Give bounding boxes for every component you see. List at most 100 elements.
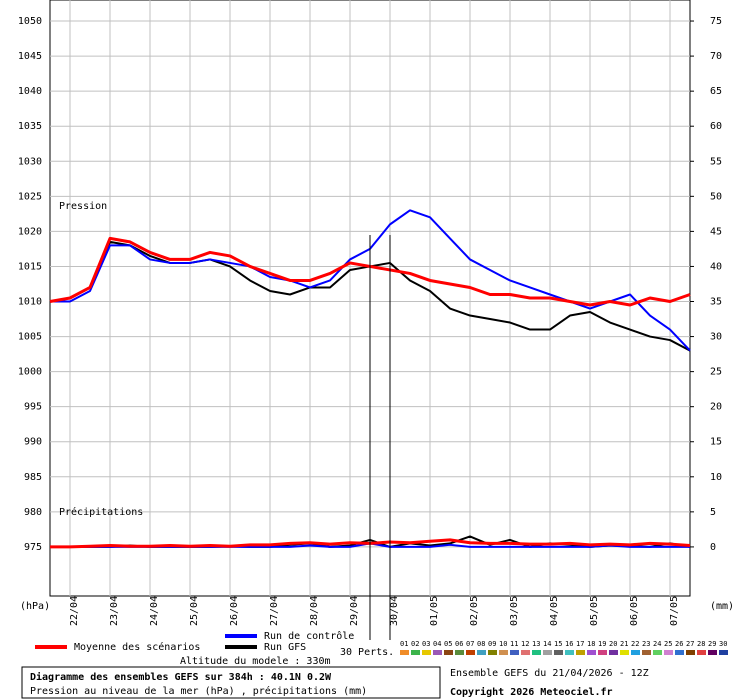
member-swatch: [565, 650, 574, 655]
x-tick-label: 23/04: [109, 596, 120, 626]
x-tick-label: 22/04: [69, 596, 80, 626]
member-label: 28: [697, 640, 705, 648]
y-tick-label: 975: [24, 542, 42, 553]
member-swatch: [686, 650, 695, 655]
member-label: 21: [620, 640, 628, 648]
member-swatch: [477, 650, 486, 655]
member-swatch: [455, 650, 464, 655]
x-tick-label: 28/04: [309, 596, 320, 626]
y-tick-label: 1005: [18, 332, 42, 343]
copyright: Copyright 2026 Meteociel.fr: [450, 686, 613, 698]
member-swatch: [521, 650, 530, 655]
member-label: 30: [719, 640, 727, 648]
member-label: 02: [411, 640, 419, 648]
member-swatch: [697, 650, 706, 655]
y-tick-label: 1035: [18, 121, 42, 132]
legend-label: Run de contrôle: [264, 630, 354, 642]
y2-tick-label: 55: [710, 156, 722, 167]
members-label: 30 Perts.: [340, 647, 394, 658]
y-tick-label: 980: [24, 507, 42, 518]
member-swatch: [587, 650, 596, 655]
y-tick-label: 1025: [18, 191, 42, 202]
member-swatch: [499, 650, 508, 655]
y2-tick-label: 15: [710, 437, 722, 448]
y2-axis-label: (mm): [710, 601, 734, 612]
x-tick-label: 26/04: [229, 596, 240, 626]
run-info: Ensemble GEFS du 21/04/2026 - 12Z: [450, 668, 649, 679]
member-swatch: [598, 650, 607, 655]
y2-tick-label: 60: [710, 121, 722, 132]
y-tick-label: 1000: [18, 367, 42, 378]
member-swatch: [576, 650, 585, 655]
title-box: [21, 666, 441, 699]
y2-tick-label: 40: [710, 261, 722, 272]
y-tick-label: 1050: [18, 16, 42, 27]
member-swatch: [532, 650, 541, 655]
y2-tick-label: 0: [710, 542, 716, 553]
member-label: 26: [675, 640, 683, 648]
member-label: 06: [455, 640, 463, 648]
member-label: 08: [477, 640, 485, 648]
y-tick-label: 990: [24, 437, 42, 448]
x-tick-label: 06/05: [629, 596, 640, 626]
member-label: 09: [488, 640, 496, 648]
y2-tick-label: 65: [710, 86, 722, 97]
member-swatch: [444, 650, 453, 655]
y2-tick-label: 50: [710, 191, 722, 202]
x-tick-label: 25/04: [189, 596, 200, 626]
member-label: 05: [444, 640, 452, 648]
y2-tick-label: 5: [710, 507, 716, 518]
x-tick-label: 27/04: [269, 596, 280, 626]
y-tick-label: 1045: [18, 51, 42, 62]
member-swatch: [488, 650, 497, 655]
member-label: 19: [598, 640, 606, 648]
member-label: 27: [686, 640, 694, 648]
member-label: 12: [521, 640, 529, 648]
y2-tick-label: 20: [710, 402, 722, 413]
member-label: 11: [510, 640, 518, 648]
member-swatch: [719, 650, 728, 655]
y2-tick-label: 45: [710, 226, 722, 237]
x-tick-label: 29/04: [349, 596, 360, 626]
member-swatch: [466, 650, 475, 655]
pressure-label: Pression: [59, 201, 107, 212]
y-tick-label: 1040: [18, 86, 42, 97]
member-label: 22: [631, 640, 639, 648]
y2-tick-label: 35: [710, 297, 722, 308]
member-swatch: [620, 650, 629, 655]
member-swatch: [411, 650, 420, 655]
x-tick-label: 04/05: [549, 596, 560, 626]
y-tick-label: 1020: [18, 226, 42, 237]
member-swatch: [554, 650, 563, 655]
member-swatch: [422, 650, 431, 655]
member-label: 25: [664, 640, 672, 648]
x-tick-label: 30/04: [389, 596, 400, 626]
member-swatch: [543, 650, 552, 655]
member-swatch: [609, 650, 618, 655]
y2-tick-label: 70: [710, 51, 722, 62]
member-label: 20: [609, 640, 617, 648]
member-label: 24: [653, 640, 661, 648]
altitude: Altitude du modele : 330m: [180, 656, 331, 667]
y-axis-label: (hPa): [20, 601, 50, 612]
member-label: 10: [499, 640, 507, 648]
member-label: 14: [543, 640, 551, 648]
y2-tick-label: 10: [710, 472, 722, 483]
member-swatch: [510, 650, 519, 655]
y-tick-label: 1010: [18, 297, 42, 308]
chart-title: Diagramme des ensembles GEFS sur 384h : …: [30, 671, 332, 683]
y-tick-label: 995: [24, 402, 42, 413]
member-label: 29: [708, 640, 716, 648]
member-swatch: [664, 650, 673, 655]
member-swatch: [642, 650, 651, 655]
member-swatch: [433, 650, 442, 655]
legend-label: Moyenne des scénarios: [74, 641, 200, 653]
member-swatch: [708, 650, 717, 655]
member-label: 15: [554, 640, 562, 648]
member-swatch: [675, 650, 684, 655]
x-tick-label: 02/05: [469, 596, 480, 626]
precip-label: Précipitations: [59, 506, 143, 518]
member-label: 01: [400, 640, 408, 648]
x-tick-label: 07/05: [669, 596, 680, 626]
